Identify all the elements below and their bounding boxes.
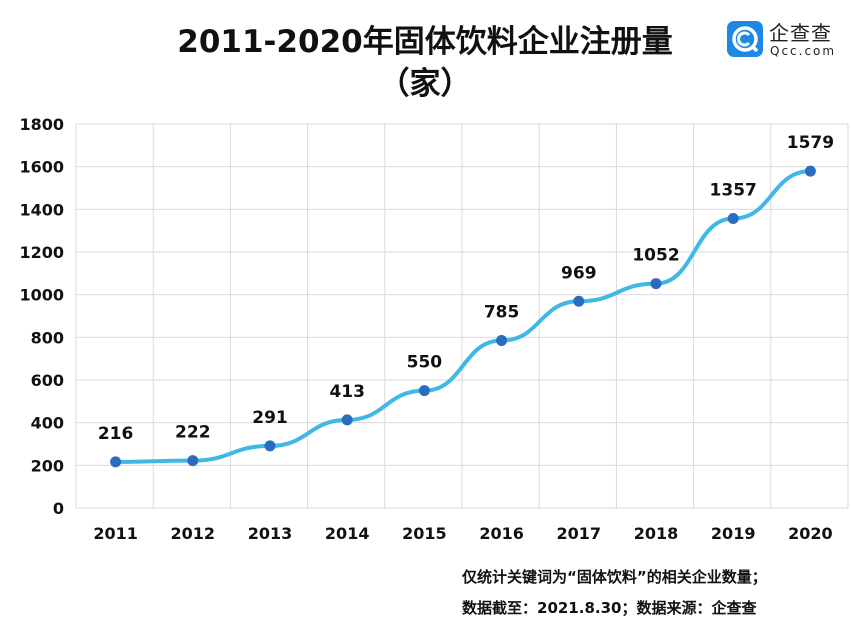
footnote-source: 数据截至：2021.8.30；数据来源：企查查 <box>462 599 757 617</box>
x-tick-label: 2014 <box>325 524 370 543</box>
y-tick-label: 1000 <box>19 286 64 305</box>
data-point <box>573 295 585 307</box>
data-point <box>496 335 508 347</box>
x-tick-label: 2011 <box>93 524 138 543</box>
data-label: 216 <box>98 424 134 444</box>
y-tick-label: 1800 <box>19 115 64 134</box>
x-tick-label: 2016 <box>479 524 524 543</box>
qcc-logo: 企查查 Qcc.com <box>727 17 845 61</box>
y-tick-label: 400 <box>31 414 64 433</box>
data-label: 1357 <box>710 181 757 201</box>
data-label: 550 <box>407 353 443 373</box>
x-tick-label: 2019 <box>711 524 756 543</box>
data-label: 969 <box>561 263 597 283</box>
data-point <box>264 440 276 452</box>
y-tick-label: 200 <box>31 456 64 475</box>
data-label: 291 <box>252 408 288 428</box>
data-point <box>341 414 353 426</box>
qcc-logo-icon <box>727 21 763 57</box>
data-label: 1579 <box>787 133 834 153</box>
logo-text-cn: 企查查 <box>769 21 832 45</box>
x-tick-label: 2020 <box>788 524 833 543</box>
data-label: 1052 <box>632 246 679 266</box>
series-line <box>115 169 811 464</box>
y-tick-label: 0 <box>53 499 64 518</box>
data-label: 413 <box>329 382 365 402</box>
logo-text-en: Qcc.com <box>770 44 837 58</box>
y-tick-label: 1600 <box>19 158 64 177</box>
data-point <box>110 456 122 468</box>
x-tick-label: 2015 <box>402 524 447 543</box>
y-tick-label: 1400 <box>19 200 64 219</box>
data-point <box>804 165 816 177</box>
data-point <box>418 385 430 397</box>
data-point <box>727 213 739 225</box>
x-tick-label: 2017 <box>557 524 602 543</box>
data-label: 222 <box>175 423 211 443</box>
chart-title: 2011-2020年固体饮料企业注册量 <box>177 24 673 60</box>
data-point <box>187 455 199 467</box>
x-tick-label: 2018 <box>634 524 679 543</box>
y-tick-label: 800 <box>31 328 64 347</box>
footnote-scope: 仅统计关键词为“固体饮料”的相关企业数量； <box>462 568 767 586</box>
data-label: 785 <box>484 303 520 323</box>
y-tick-label: 600 <box>31 371 64 390</box>
x-tick-label: 2013 <box>248 524 293 543</box>
y-tick-label: 1200 <box>19 243 64 262</box>
x-tick-label: 2012 <box>171 524 216 543</box>
chart-title-unit: （家） <box>378 66 472 102</box>
data-point <box>650 278 662 290</box>
